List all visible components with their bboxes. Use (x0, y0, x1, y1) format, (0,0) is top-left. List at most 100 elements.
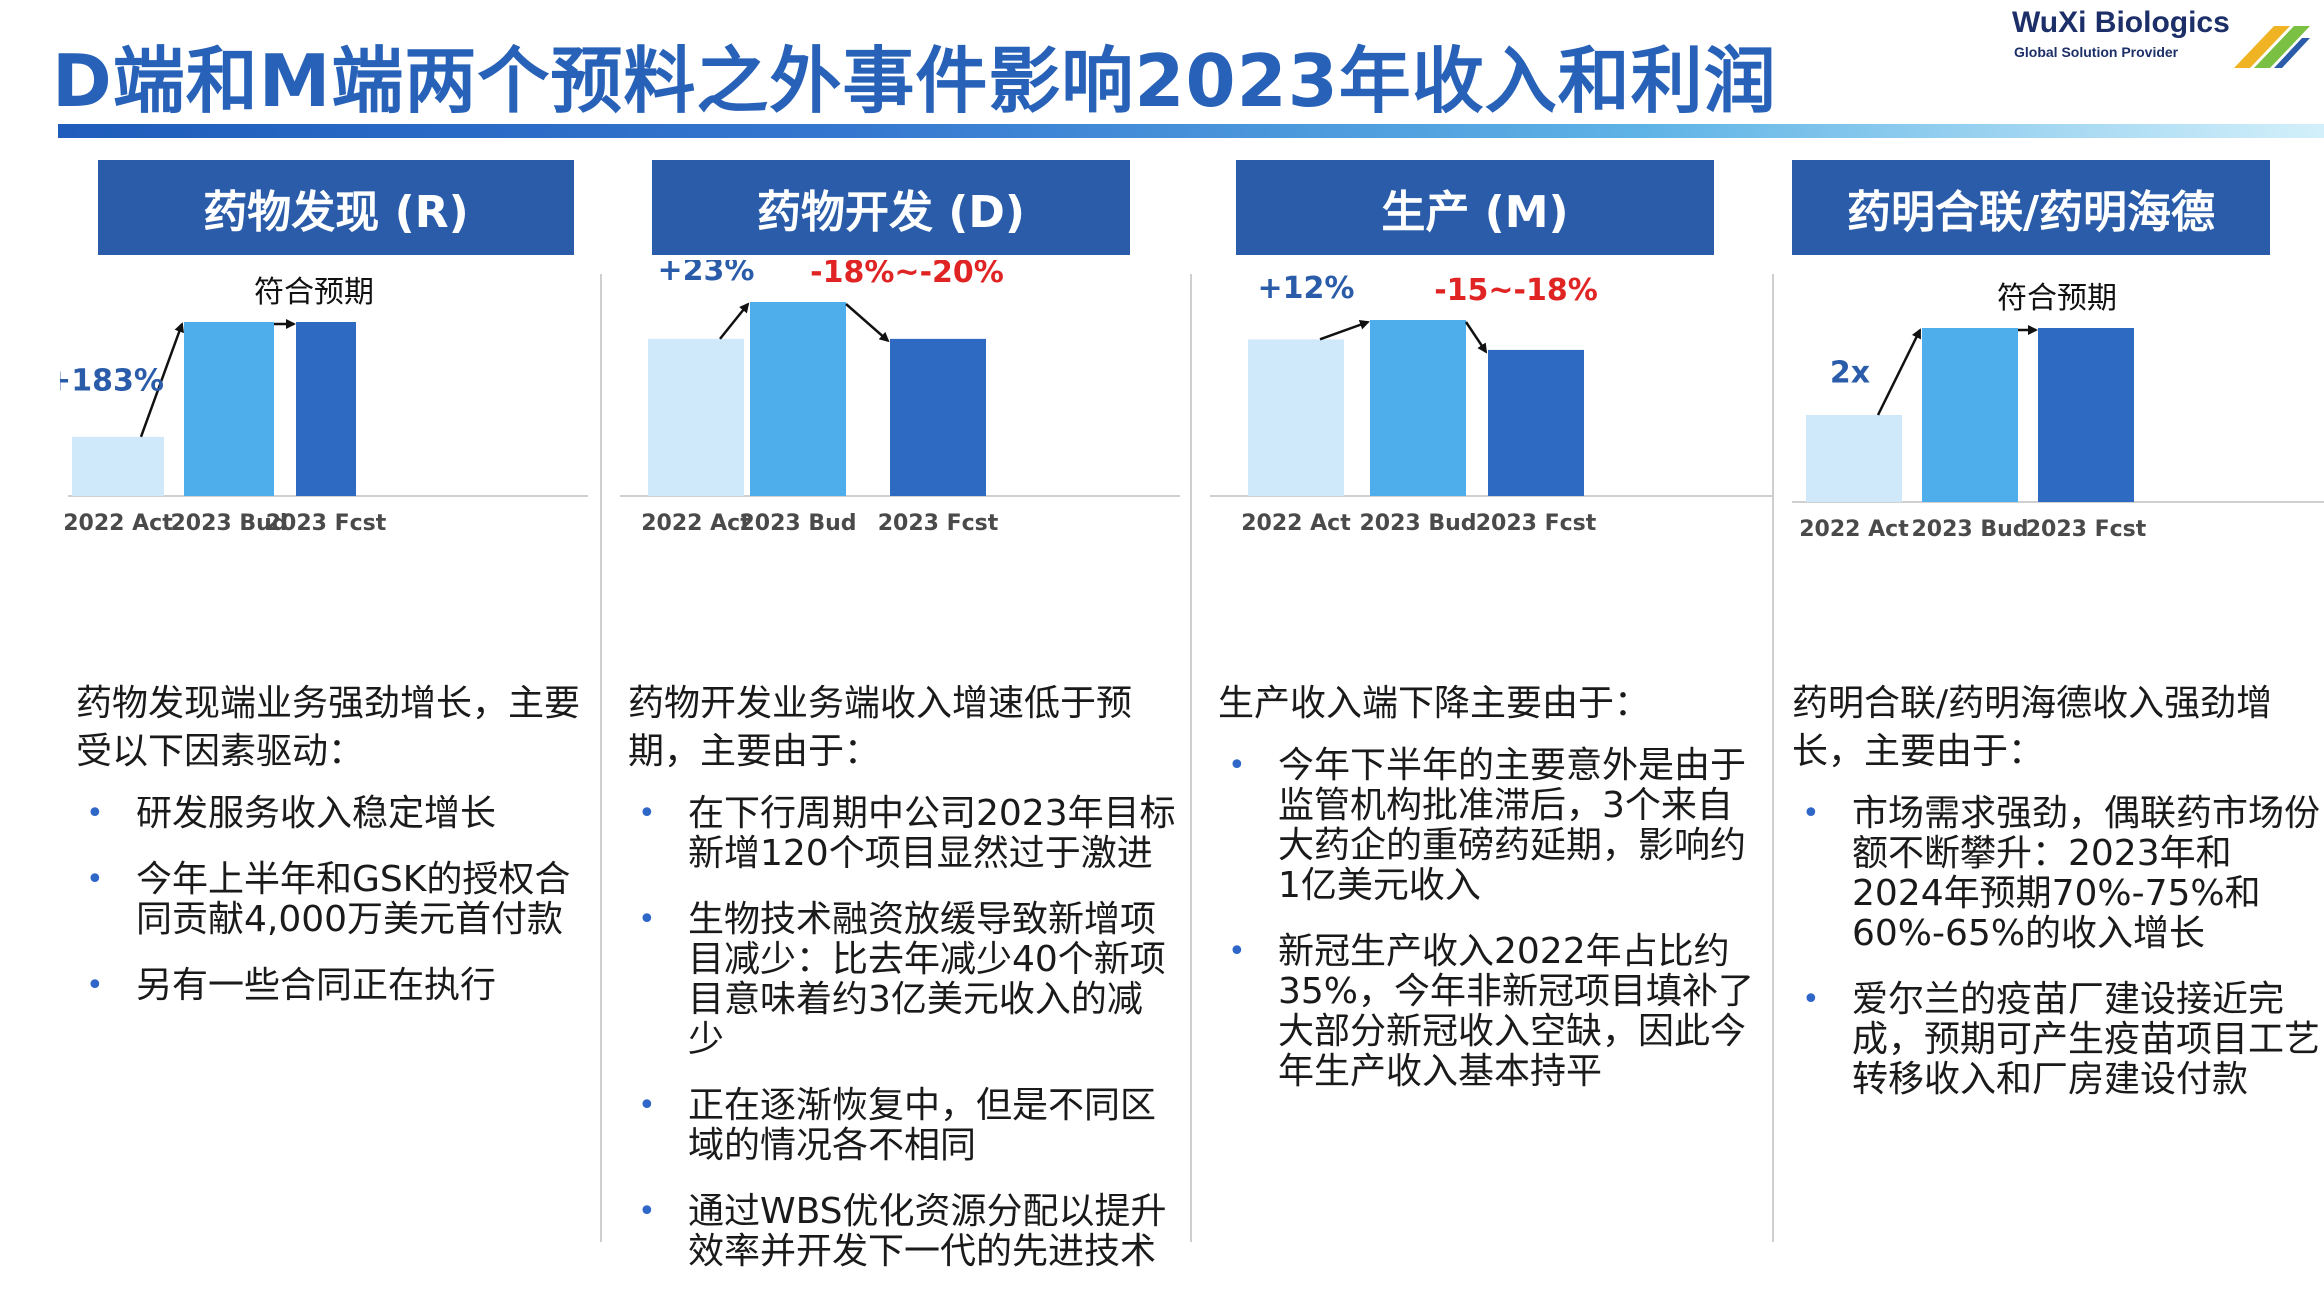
panel-drug-development: 药物开发 (D) 2022 Act 2023 Bud 2023 Fcst +23% -1… (620, 160, 1180, 1272)
bullet-dot-icon: • (1228, 748, 1246, 783)
chart-manufacturing: 2022 Act 2023 Bud 2023 Fcst +12% -15~-18% (1210, 271, 1772, 536)
growth-arrow (139, 322, 184, 438)
bullet-text: 爱尔兰的疫苗厂建设接近完成，预期可产生疫苗项目工艺转移收入和厂房建设付款 (1852, 979, 2321, 1100)
bar-2023-bud (184, 322, 274, 496)
bullet-list: • 市场需求强劲，偶联药市场份额不断攀升：2023年和2024年预期70%-75%… (1792, 794, 2322, 1100)
bullet-dot-icon: • (86, 796, 104, 831)
panel-text: 药物开发业务端收入增速低于预期，主要由于： • 在下行周期中公司2023年目标新增… (628, 680, 1176, 1298)
bullet-dot-icon: • (86, 862, 104, 897)
panel-divider (1190, 274, 1192, 1242)
title-underline-bar (58, 124, 2324, 138)
x-tick-label: 2022 Act (63, 511, 173, 536)
bullet-item: • 今年下半年的主要意外是由于监管机构批准滞后，3个来自大药企的重磅药延期，影响约… (1218, 746, 1768, 906)
logo-tagline: Global Solution Provider (2014, 44, 2179, 60)
change-annotation: 符合预期 (1997, 281, 2117, 316)
panel-intro: 药物开发业务端收入增速低于预期，主要由于： (628, 683, 1133, 772)
bar-2022-act (1248, 339, 1344, 496)
bullet-item: • 在下行周期中公司2023年目标新增120个项目显然过于激进 (628, 794, 1176, 874)
bar-2023-fcst (890, 338, 986, 496)
bullet-text: 今年下半年的主要意外是由于监管机构批准滞后，3个来自大药企的重磅药延期，影响约1… (1278, 745, 1747, 906)
bullet-list: • 研发服务收入稳定增长 • 今年上半年和GSK的授权合同贡献4,000万美元首付款… (76, 794, 596, 1006)
bullet-text: 市场需求强劲，偶联药市场份额不断攀升：2023年和2024年预期70%-75%和… (1852, 793, 2321, 954)
x-tick-label: 2022 Act (1799, 517, 1909, 542)
x-tick-label: 2023 Bud (1359, 511, 1476, 536)
bar-2023-fcst (2038, 328, 2134, 502)
bullet-item: • 另有一些合同正在执行 (76, 966, 596, 1006)
x-tick-label: 2023 Fcst (266, 511, 387, 536)
panel-header: 药物开发 (D) (652, 160, 1130, 255)
x-tick-label: 2023 Bud (1911, 517, 2028, 542)
bullet-text: 在下行周期中公司2023年目标新增120个项目显然过于激进 (688, 793, 1176, 874)
x-tick-label: 2022 Act (1241, 511, 1351, 536)
bullet-dot-icon: • (638, 796, 656, 831)
panel-header: 药物发现 (R) (98, 160, 574, 255)
growth-annotation: +23% (658, 260, 755, 288)
bullet-text: 另有一些合同正在执行 (136, 965, 497, 1006)
bullet-text: 研发服务收入稳定增长 (136, 793, 497, 834)
bullet-dot-icon: • (1802, 796, 1820, 831)
x-tick-label: 2023 Bud (170, 511, 287, 536)
bar-2023-bud (750, 302, 846, 496)
bullet-item: • 通过WBS优化资源分配以提升效率并开发下一代的先进技术 (628, 1192, 1176, 1272)
bar-2023-bud (1922, 328, 2018, 502)
logo-name: WuXi Biologics (2012, 6, 2230, 39)
x-tick-label: 2023 Fcst (878, 511, 999, 536)
logo-chevron-icon (2234, 26, 2310, 68)
change-arrow (1464, 321, 1488, 354)
x-tick-label: 2023 Fcst (2026, 517, 2147, 542)
bullet-item: • 研发服务收入稳定增长 (76, 794, 596, 834)
bullet-item: • 新冠生产收入2022年占比约35%，今年非新冠项目填补了大部分新冠收入空缺，因… (1218, 932, 1768, 1092)
change-annotation: -15~-18% (1434, 273, 1598, 308)
bullet-item: • 正在逐渐恢复中，但是不同区域的情况各不相同 (628, 1086, 1176, 1166)
growth-arrow (719, 302, 750, 340)
bullet-list: • 今年下半年的主要意外是由于监管机构批准滞后，3个来自大药企的重磅药延期，影响约… (1218, 746, 1768, 1092)
bullet-dot-icon: • (638, 1088, 656, 1123)
bar-2023-fcst (296, 322, 356, 496)
bullet-text: 通过WBS优化资源分配以提升效率并开发下一代的先进技术 (688, 1191, 1167, 1272)
bullet-dot-icon: • (1802, 982, 1820, 1017)
bar-2023-bud (1370, 320, 1466, 496)
bullet-item: • 生物技术融资放缓导致新增项目减少：比去年减少40个新项目意味着约3亿美元收入的… (628, 900, 1176, 1060)
x-tick-label: 2022 Act (641, 511, 751, 536)
growth-arrow (1319, 320, 1370, 341)
bullet-dot-icon: • (638, 902, 656, 937)
growth-annotation: +12% (1258, 271, 1355, 306)
panel-intro: 生产收入端下降主要由于： (1218, 683, 1651, 724)
bullet-text: 生物技术融资放缓导致新增项目减少：比去年减少40个新项目意味着约3亿美元收入的减… (688, 899, 1166, 1060)
bar-2022-act (648, 338, 744, 496)
bullet-list: • 在下行周期中公司2023年目标新增120个项目显然过于激进 • 生物技术融资放缓… (628, 794, 1176, 1272)
bullet-text: 正在逐渐恢复中，但是不同区域的情况各不相同 (688, 1085, 1157, 1166)
bullet-item: • 市场需求强劲，偶联药市场份额不断攀升：2023年和2024年预期70%-75%… (1792, 794, 2322, 954)
bullet-item: • 今年上半年和GSK的授权合同贡献4,000万美元首付款 (76, 860, 596, 940)
growth-annotation: 2x (1830, 356, 1870, 391)
growth-arrow (1876, 328, 1922, 416)
bullet-text: 今年上半年和GSK的授权合同贡献4,000万美元首付款 (136, 859, 571, 940)
wuxi-biologics-logo: WuXi Biologics Global Solution Provider (2012, 6, 2312, 76)
bar-2023-fcst (1488, 349, 1584, 496)
change-annotation: 符合预期 (254, 275, 374, 310)
bar-2022-act (1806, 415, 1902, 502)
panel-text: 药明合联/药明海德收入强劲增长，主要由于： • 市场需求强劲，偶联药市场份额不断攀… (1792, 680, 2322, 1126)
x-tick-label: 2023 Fcst (1476, 511, 1597, 536)
panel-header: 药明合联/药明海德 (1792, 160, 2270, 255)
x-tick-label: 2023 Bud (739, 511, 856, 536)
panel-manufacturing: 生产 (M) 2022 Act 2023 Bud 2023 Fcst +12% -15~… (1210, 160, 1772, 1242)
panel-intro: 药明合联/药明海德收入强劲增长，主要由于： (1792, 683, 2273, 772)
change-arrow (845, 303, 890, 343)
bullet-dot-icon: • (638, 1194, 656, 1229)
panel-header: 生产 (M) (1236, 160, 1714, 255)
panel-divider (600, 274, 602, 1242)
panel-text: 药物发现端业务强劲增长，主要受以下因素驱动： • 研发服务收入稳定增长 • 今年上半… (76, 680, 596, 1032)
bullet-dot-icon: • (1228, 934, 1246, 969)
bullet-text: 新冠生产收入2022年占比约35%，今年非新冠项目填补了大部分新冠收入空缺，因此… (1278, 931, 1755, 1092)
panel-intro: 药物发现端业务强劲增长，主要受以下因素驱动： (76, 683, 581, 772)
bar-2022-act (72, 436, 164, 496)
bullet-item: • 爱尔兰的疫苗厂建设接近完成，预期可产生疫苗项目工艺转移收入和厂房建设付款 (1792, 980, 2322, 1100)
growth-annotation: +183% (60, 363, 164, 398)
panel-wuxi-xdc-vaccines: 药明合联/药明海德 2022 Act 2023 Bud 2023 Fcst 2x 符合预… (1792, 160, 2324, 1242)
change-annotation: -18%~-20% (810, 260, 1004, 290)
